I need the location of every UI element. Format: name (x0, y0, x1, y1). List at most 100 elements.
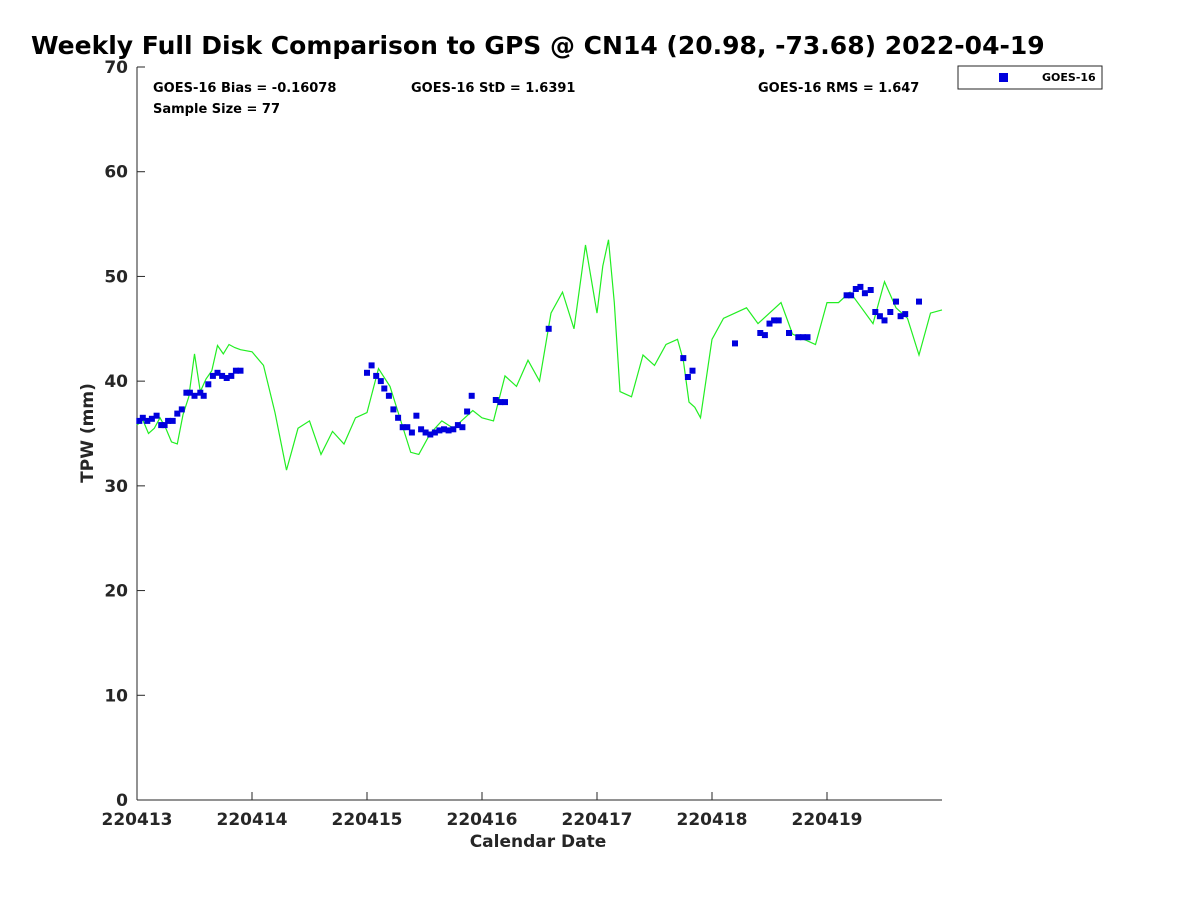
goes16-point (373, 372, 380, 379)
goes16-point (916, 298, 922, 305)
goes16-point (454, 422, 461, 429)
goes16-point (153, 412, 160, 419)
rms-stat: GOES-16 RMS = 1.647 (758, 81, 919, 96)
goes16-point (775, 317, 782, 324)
goes16-point (385, 392, 392, 399)
goes16-point (413, 412, 420, 419)
goes16-point (771, 317, 778, 324)
goes16-point (390, 406, 397, 413)
legend-box (957, 65, 1103, 90)
goes16-point (857, 283, 864, 290)
goes16-point (169, 417, 176, 424)
goes16-point (404, 424, 411, 431)
goes16-point (689, 367, 696, 374)
goes16-point (492, 397, 499, 403)
goes16-point (399, 424, 406, 431)
goes16-point (893, 298, 899, 305)
y-axis-label: TPW (mm) (78, 383, 98, 483)
x-tick-label: 220418 (677, 810, 748, 830)
bias-stat: GOES-16 Bias = -0.16078 (153, 81, 336, 96)
goes16-point (174, 410, 181, 417)
goes16-point (786, 330, 792, 336)
legend-marker (999, 73, 1008, 82)
goes16-point (214, 369, 221, 376)
goes16-point (450, 426, 457, 433)
goes16-point (422, 429, 429, 436)
goes16-point (209, 372, 216, 379)
x-tick-label: 220415 (332, 810, 403, 830)
goes16-point (161, 422, 168, 429)
y-tick-label: 60 (104, 163, 128, 183)
goes16-point (684, 374, 691, 380)
goes16-point (445, 427, 452, 434)
goes16-point (139, 414, 146, 421)
goes16-point (418, 426, 425, 433)
goes16-point (237, 367, 244, 374)
y-tick-label: 50 (104, 267, 128, 287)
goes16-point (861, 290, 868, 297)
x-axis-label: Calendar Date (470, 832, 607, 852)
goes16-point (872, 309, 879, 315)
goes16-point (368, 362, 375, 369)
goes16-point (459, 424, 466, 431)
x-tick-label: 220414 (217, 810, 288, 830)
y-tick-label: 70 (104, 58, 128, 78)
goes16-point (223, 375, 230, 381)
goes16-point (867, 287, 874, 293)
goes16-point (436, 427, 443, 434)
y-tick-label: 40 (104, 372, 128, 392)
x-axis-ticks: 220413 220414 220415 220416 220417 220418 2204… (102, 792, 863, 830)
y-tick-label: 0 (116, 791, 128, 811)
goes16-point (468, 392, 475, 399)
goes16-point (757, 330, 764, 336)
x-tick-label: 220417 (562, 810, 633, 830)
goes16-point (408, 429, 415, 436)
goes16-point (219, 372, 226, 379)
goes16-point (881, 317, 888, 324)
goes16-point (136, 417, 143, 424)
goes16-point (395, 414, 402, 421)
goes16-point (795, 334, 802, 341)
goes16-point (732, 340, 738, 347)
sample-size-stat: Sample Size = 77 (153, 102, 280, 117)
goes16-point (680, 355, 687, 362)
goes16-point (364, 369, 370, 376)
legend-label: GOES-16 (1042, 71, 1096, 84)
goes16-point (761, 332, 768, 339)
goes16-point (377, 378, 384, 385)
goes16-point (165, 417, 172, 424)
chart-title: Weekly Full Disk Comparison to GPS @ CN1… (31, 31, 1045, 60)
goes16-point (799, 334, 806, 341)
gps-tpw-line (136, 239, 943, 471)
std-stat: GOES-16 StD = 1.6391 (411, 81, 575, 96)
x-tick-label: 220419 (792, 810, 863, 830)
goes16-point (848, 292, 855, 299)
x-tick-label: 220413 (102, 810, 173, 830)
goes16-point (427, 431, 434, 438)
goes16-point (178, 406, 185, 413)
goes16-point (876, 313, 883, 320)
x-tick-label: 220416 (447, 810, 518, 830)
series-layer (136, 239, 943, 471)
goes16-point (887, 309, 894, 315)
goes16-point (545, 325, 552, 332)
goes16-point (897, 313, 904, 320)
goes16-point (852, 286, 859, 292)
goes16-point (183, 389, 190, 396)
goes16-point (431, 429, 438, 436)
y-tick-label: 20 (104, 582, 128, 602)
goes16-point (502, 399, 508, 406)
plot-frame (137, 67, 942, 800)
goes16-point (464, 408, 471, 415)
goes16-point (186, 389, 193, 396)
goes16-point (228, 372, 235, 379)
goes16-point (381, 385, 388, 392)
goes16-point (200, 392, 207, 399)
goes16-point (232, 367, 239, 374)
goes16-point (191, 392, 198, 399)
goes16-point (144, 417, 151, 424)
goes16-point (804, 334, 811, 341)
goes16-point (148, 415, 155, 422)
goes16-point (158, 422, 165, 429)
